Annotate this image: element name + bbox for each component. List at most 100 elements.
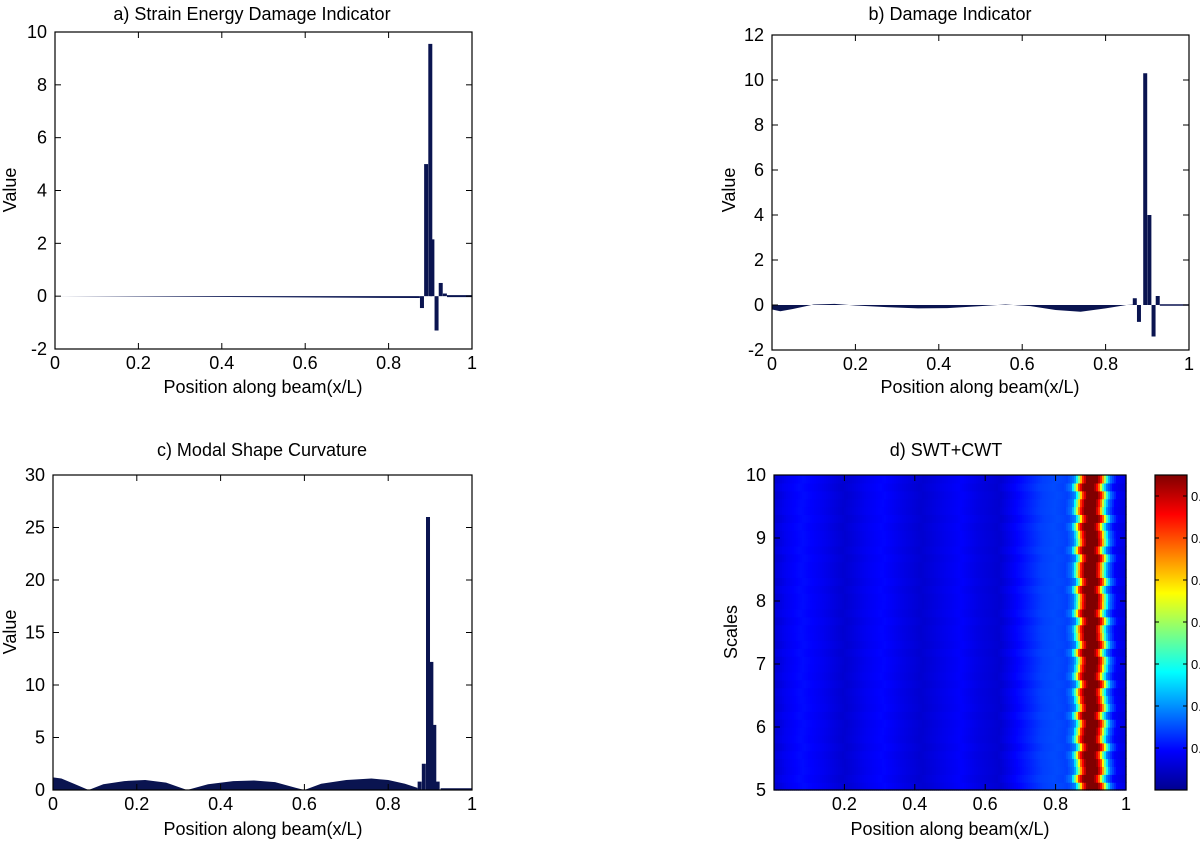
heatmap-cell	[946, 782, 949, 791]
heatmap-cell	[1052, 742, 1055, 752]
heatmap-cell	[1096, 601, 1099, 610]
heatmap-cell	[878, 671, 881, 681]
heatmap-cell	[832, 585, 835, 594]
heatmap-cell	[1044, 719, 1047, 728]
heatmap-cell	[878, 727, 881, 736]
heatmap-cell	[854, 727, 857, 736]
heatmap-cell	[954, 585, 957, 594]
heatmap-cell	[1030, 774, 1033, 783]
heatmap-cell	[958, 648, 961, 657]
heatmap-cell	[872, 758, 875, 767]
heatmap-cell	[1000, 577, 1003, 586]
heatmap-cell	[778, 632, 781, 641]
heatmap-cell	[798, 695, 801, 704]
heatmap-cell	[810, 585, 813, 594]
heatmap-cell	[852, 679, 855, 689]
heatmap-cell	[920, 569, 923, 578]
heatmap-cell	[950, 727, 953, 736]
heatmap-cell	[906, 624, 909, 634]
heatmap-cell	[834, 679, 837, 689]
heatmap-cell	[1110, 695, 1113, 704]
panel-a-xtick-label: 0.4	[209, 353, 234, 373]
heatmap-cell	[910, 727, 913, 736]
heatmap-cell	[840, 679, 843, 689]
heatmap-cell	[1054, 774, 1057, 783]
heatmap-cell	[840, 608, 843, 618]
heatmap-cell	[826, 569, 829, 578]
heatmap-cell	[1020, 734, 1023, 744]
heatmap-cell	[1102, 656, 1105, 665]
heatmap-cell	[992, 671, 995, 681]
heatmap-cell	[976, 585, 979, 594]
heatmap-cell	[900, 656, 903, 665]
heatmap-cell	[1084, 766, 1087, 775]
heatmap-cell	[1070, 711, 1073, 720]
heatmap-cell	[802, 727, 805, 736]
heatmap-cell	[1084, 782, 1087, 791]
heatmap-cell	[934, 585, 937, 594]
heatmap-cell	[812, 624, 815, 634]
heatmap-cell	[786, 601, 789, 610]
heatmap-cell	[980, 774, 983, 783]
heatmap-cell	[864, 616, 867, 626]
heatmap-cell	[1098, 703, 1101, 712]
heatmap-cell	[1080, 703, 1083, 712]
heatmap-cell	[1062, 766, 1065, 775]
heatmap-cell	[970, 624, 973, 634]
heatmap-cell	[1122, 703, 1125, 712]
heatmap-cell	[916, 774, 919, 783]
heatmap-cell	[844, 774, 847, 783]
heatmap-cell	[896, 719, 899, 728]
heatmap-cell	[778, 719, 781, 728]
heatmap-cell	[814, 671, 817, 681]
heatmap-cell	[1116, 624, 1119, 634]
heatmap-cell	[1022, 585, 1025, 594]
heatmap-cell	[916, 585, 919, 594]
heatmap-cell	[966, 593, 969, 602]
heatmap-cell	[1094, 664, 1097, 673]
heatmap-cell	[950, 616, 953, 626]
heatmap-cell	[852, 782, 855, 791]
heatmap-cell	[1120, 616, 1123, 626]
heatmap-cell	[846, 616, 849, 626]
heatmap-cell	[808, 616, 811, 626]
heatmap-cell	[1096, 687, 1099, 697]
heatmap-cell	[992, 734, 995, 744]
heatmap-cell	[1112, 750, 1115, 760]
heatmap-cell	[990, 624, 993, 634]
heatmap-cell	[872, 703, 875, 712]
heatmap-cell	[1032, 616, 1035, 626]
heatmap-cell	[934, 703, 937, 712]
heatmap-cell	[1008, 734, 1011, 744]
heatmap-cell	[1108, 593, 1111, 602]
heatmap-cell	[912, 703, 915, 712]
heatmap-cell	[956, 719, 959, 728]
heatmap-cell	[806, 734, 809, 744]
heatmap-cell	[854, 774, 857, 783]
heatmap-cell	[984, 664, 987, 673]
heatmap-cell	[824, 601, 827, 610]
heatmap-cell	[954, 774, 957, 783]
heatmap-cell	[1102, 719, 1105, 728]
heatmap-cell	[858, 766, 861, 775]
heatmap-cell	[1018, 742, 1021, 752]
heatmap-cell	[774, 766, 777, 775]
heatmap-cell	[1120, 640, 1123, 649]
heatmap-cell	[818, 711, 821, 720]
heatmap-cell	[1042, 774, 1045, 783]
heatmap-cell	[1074, 640, 1077, 649]
heatmap-cell	[1110, 624, 1113, 634]
heatmap-cell	[934, 608, 937, 618]
heatmap-cell	[846, 750, 849, 760]
heatmap-cell	[942, 711, 945, 720]
heatmap-cell	[880, 711, 883, 720]
heatmap-cell	[940, 608, 943, 618]
heatmap-cell	[852, 750, 855, 760]
heatmap-cell	[938, 585, 941, 594]
heatmap-cell	[910, 782, 913, 791]
heatmap-cell	[982, 774, 985, 783]
heatmap-cell	[774, 593, 777, 602]
heatmap-cell	[832, 577, 835, 586]
heatmap-cell	[936, 608, 939, 618]
heatmap-cell	[880, 703, 883, 712]
